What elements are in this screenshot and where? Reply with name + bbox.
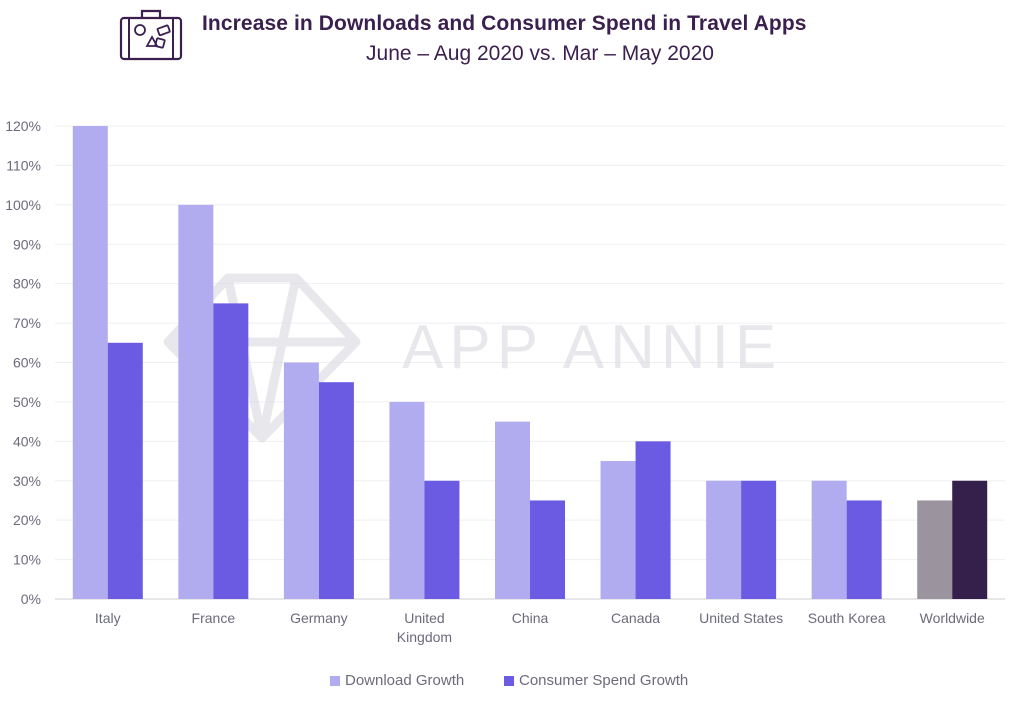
legend-swatch-download <box>330 675 340 686</box>
legend-label-spend: Consumer Spend Growth <box>519 672 689 689</box>
bar-download-growth <box>600 461 636 599</box>
x-tick-label-line: United States <box>699 610 783 626</box>
y-tick-label: 60% <box>13 355 41 371</box>
bar-download-growth <box>178 204 214 600</box>
x-tick-label-line: Italy <box>95 610 121 626</box>
y-tick-label: 40% <box>13 433 41 449</box>
bar-consumer-spend-growth <box>213 303 249 599</box>
y-tick-label: 80% <box>13 276 41 292</box>
x-tick-label: China <box>512 610 549 626</box>
y-tick-label: 30% <box>13 473 41 489</box>
bar-consumer-spend-growth <box>741 480 777 599</box>
legend-label-download: Download Growth <box>345 672 465 689</box>
bar-consumer-spend-growth <box>635 441 671 599</box>
chart-title: Increase in Downloads and Consumer Spend… <box>202 12 807 35</box>
bars <box>72 126 988 600</box>
x-tick-label-line: China <box>512 610 549 626</box>
y-tick-label: 70% <box>13 315 41 331</box>
bar-download-growth <box>811 480 847 599</box>
x-tick-label-line: Worldwide <box>920 610 985 626</box>
bar-download-growth <box>72 126 108 599</box>
bar-download-growth <box>283 362 319 599</box>
y-tick-label: 50% <box>13 394 41 410</box>
x-tick-label: United States <box>699 610 783 626</box>
x-tick-label: France <box>192 610 236 626</box>
y-tick-label: 0% <box>21 591 41 607</box>
x-axis: Italy France Germany United Kingdom China Cana… <box>95 610 985 645</box>
y-tick-label: 20% <box>13 512 41 528</box>
x-tick-label-line: Kingdom <box>397 629 452 645</box>
bar-chart: APP ANNIE 0% 10% 20% 30% 40% 50% 60% 70% 80% 90% 1… <box>5 118 1005 645</box>
x-tick-label-line: Canada <box>611 610 660 626</box>
y-tick-label: 10% <box>13 552 41 568</box>
bar-download-growth <box>495 421 530 599</box>
x-tick-label: Germany <box>290 610 348 626</box>
x-tick-label: United Kingdom <box>397 610 452 645</box>
chart-header: Increase in Downloads and Consumer Spend… <box>0 0 1024 80</box>
legend-item-spend: Consumer Spend Growth <box>504 672 688 689</box>
bar-consumer-spend-growth <box>530 500 565 599</box>
y-tick-label: 120% <box>5 118 41 134</box>
watermark-text: APP ANNIE <box>402 313 782 382</box>
suitcase-icon <box>119 9 183 61</box>
y-tick-label: 110% <box>6 157 41 173</box>
x-tick-label: South Korea <box>808 610 886 626</box>
x-tick-label-line: United <box>404 610 444 626</box>
bar-download-growth <box>917 500 953 599</box>
y-tick-label: 90% <box>13 236 41 252</box>
bar-download-growth <box>389 401 425 599</box>
bar-consumer-spend-growth <box>107 342 143 599</box>
x-tick-label: Canada <box>611 610 660 626</box>
watermark: APP ANNIE <box>163 273 782 443</box>
bar-consumer-spend-growth <box>952 480 988 599</box>
x-tick-label: Worldwide <box>920 610 985 626</box>
chart-subtitle: June – Aug 2020 vs. Mar – May 2020 <box>366 42 714 65</box>
bar-download-growth <box>706 480 742 599</box>
x-tick-label-line: France <box>192 610 236 626</box>
y-tick-label: 100% <box>5 197 41 213</box>
legend-swatch-spend <box>504 675 514 686</box>
x-tick-label: Italy <box>95 610 121 626</box>
x-tick-label-line: Germany <box>290 610 348 626</box>
bar-consumer-spend-growth <box>424 480 460 599</box>
bar-consumer-spend-growth <box>318 382 354 599</box>
chart-legend: Download Growth Consumer Spend Growth <box>0 672 1024 694</box>
bar-consumer-spend-growth <box>846 500 882 599</box>
x-tick-label-line: South Korea <box>808 610 886 626</box>
legend-item-download: Download Growth <box>330 672 464 689</box>
